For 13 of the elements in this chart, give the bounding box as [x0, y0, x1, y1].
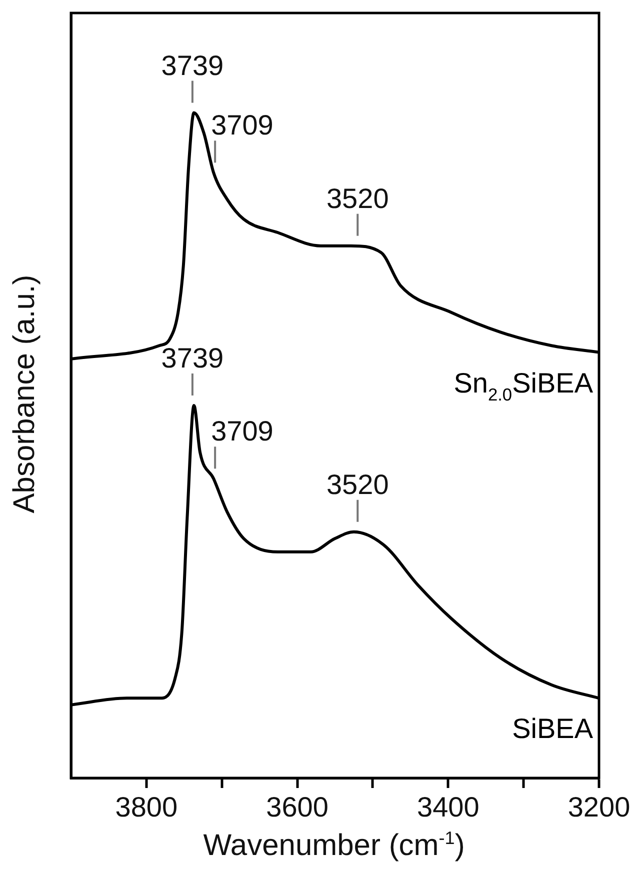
x-axis-title: Wavenumber (cm$^{-1}$) [202, 828, 466, 863]
annotation: 3739 [161, 50, 224, 81]
annotation: 3520 [326, 182, 389, 214]
x-tick-label: 3200 [568, 792, 630, 823]
x-tick-label: 3400 [416, 792, 480, 823]
annotation: 3709 [211, 416, 274, 447]
series-label: SiBEA [512, 713, 594, 744]
y-axis-title: Absorbance (a.u.) [8, 274, 42, 516]
annotation: 3739 [161, 342, 224, 374]
annotation: 3709 [211, 110, 274, 141]
x-tick-label: 3800 [115, 792, 178, 823]
x-tick-label: 3600 [266, 792, 328, 823]
annotation: 3520 [326, 468, 389, 500]
